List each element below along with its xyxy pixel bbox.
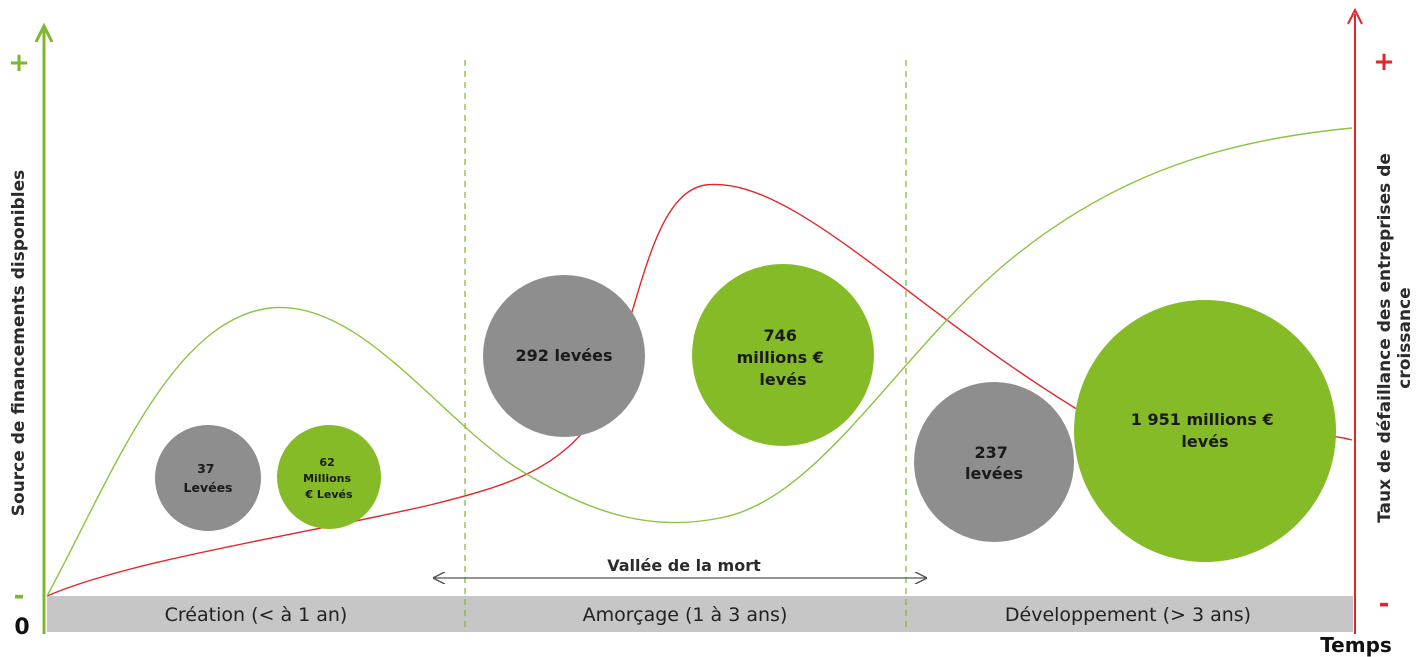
right-axis-minus: - [1379, 589, 1390, 619]
bubble-creation-amount-text: 62 Millions € Levés [303, 456, 355, 501]
bubble-amorcage-amount [692, 264, 874, 446]
phase-label-creation: Création (< à 1 an) [165, 604, 348, 626]
valley-label: Vallée de la mort [607, 556, 761, 575]
right-axis-plus: + [1373, 47, 1395, 77]
bubble-developpement-amount [1074, 300, 1336, 562]
right-axis-title-line2: croissance [1395, 287, 1415, 388]
phase-label-developpement: Développement (> 3 ans) [1005, 604, 1251, 626]
bubble-developpement-count-text: 237 levées [965, 443, 1023, 483]
x-axis-title: Temps [1320, 633, 1392, 657]
bubble-amorcage-amount-text: 746 millions € levés [737, 326, 830, 389]
bubble-amorcage-count [483, 275, 645, 437]
right-axis-title-line1: Taux de défaillance des entreprises de [1375, 153, 1395, 523]
left-axis-minus: - [14, 581, 25, 611]
origin-zero: 0 [14, 615, 29, 640]
bubble-developpement-amount-text: 1 951 millions € levés [1131, 410, 1279, 451]
bubble-creation-count [155, 425, 261, 531]
left-axis-title: Source de financements disponibles [9, 170, 29, 516]
phase-label-amorcage: Amorçage (1 à 3 ans) [583, 604, 788, 626]
phase-band [47, 596, 1353, 632]
bubble-creation-count-text: 37 Levées [184, 461, 233, 495]
bubble-developpement-count [914, 382, 1074, 542]
right-axis-arrowhead [1347, 7, 1363, 25]
funding-curve [46, 127, 1353, 597]
left-axis-plus: + [8, 48, 30, 78]
bubble-amorcage-count-text: 292 levées [516, 346, 613, 365]
bubble-creation-amount [277, 425, 381, 529]
left-axis-arrowhead [34, 22, 54, 43]
